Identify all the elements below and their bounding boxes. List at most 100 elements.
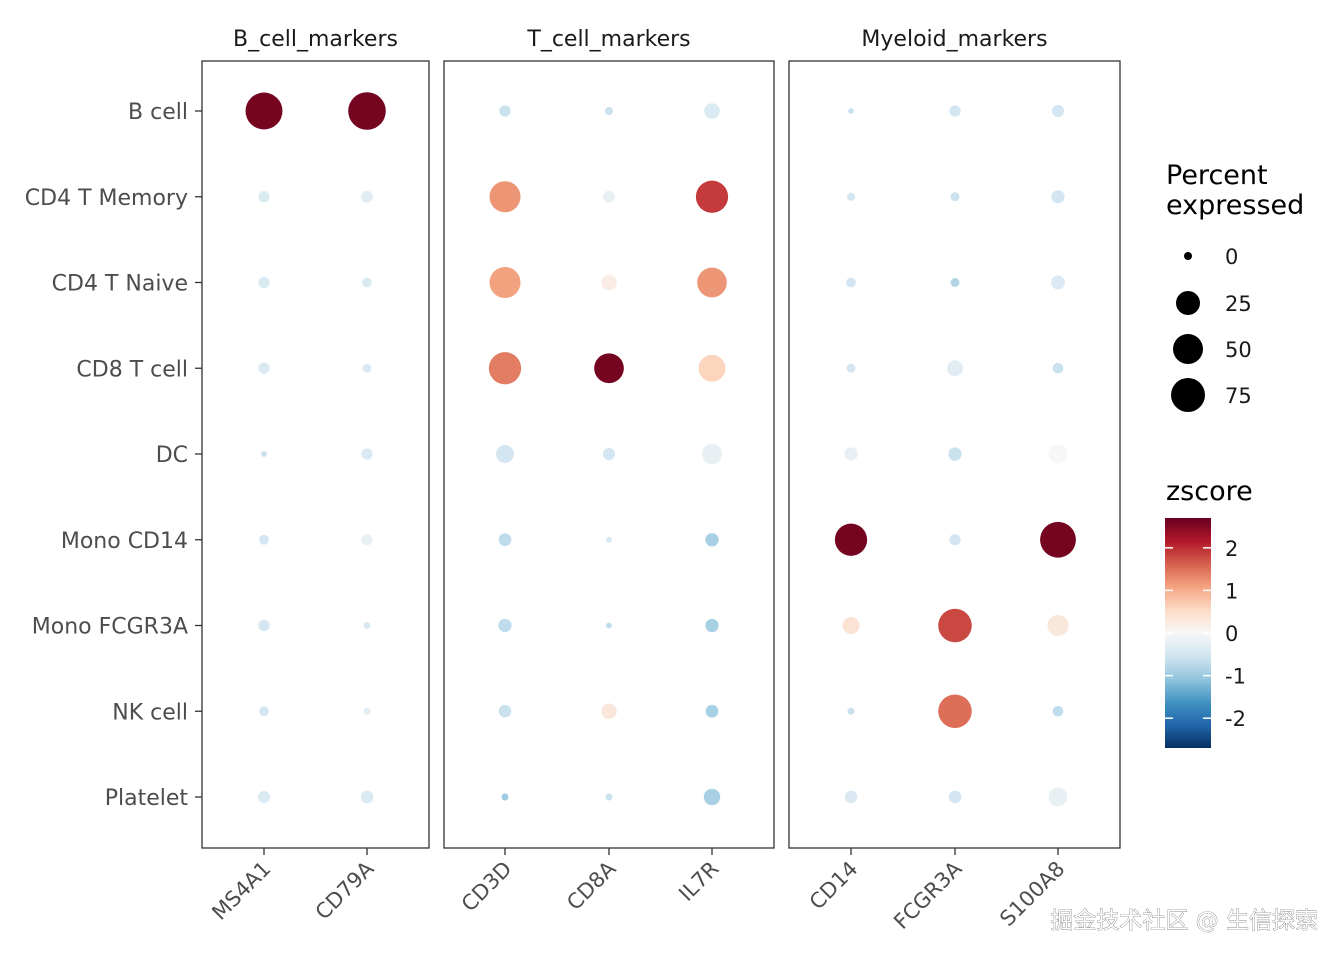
dot — [703, 788, 721, 806]
dot — [948, 790, 962, 804]
dot — [946, 360, 964, 377]
y-tick-label: Mono CD14 — [61, 529, 188, 554]
dot — [844, 790, 858, 804]
facet-title: Myeloid_markers — [861, 27, 1047, 52]
dot — [705, 618, 719, 633]
dot — [258, 276, 270, 289]
facet-panel — [201, 60, 430, 849]
dot — [499, 105, 511, 117]
x-tick-label: MS4A1 — [207, 857, 275, 925]
dot — [498, 618, 512, 633]
dot — [695, 180, 729, 213]
dot — [1052, 705, 1064, 717]
dot — [348, 92, 386, 130]
dot — [605, 793, 613, 801]
dot — [257, 790, 271, 804]
dot — [360, 790, 374, 804]
dot — [1052, 362, 1064, 374]
dot — [601, 703, 617, 720]
x-axis-genes: MS4A1 CD79A CD3D CD8A IL7R CD14 FCGR3A S100A8 — [207, 848, 1070, 934]
size-legend-key — [1176, 291, 1200, 315]
size-legend-label: 0 — [1225, 245, 1238, 269]
y-tick-label: CD4 T Naive — [52, 272, 188, 297]
dot — [846, 363, 856, 373]
x-tick-label: FCGR3A — [889, 856, 967, 934]
color-legend-label: -1 — [1225, 665, 1246, 689]
dot — [847, 707, 855, 715]
color-legend-label: 1 — [1225, 579, 1238, 603]
dot — [948, 447, 962, 461]
y-tick-label: CD8 T cell — [76, 357, 188, 382]
size-legend-label: 75 — [1225, 384, 1252, 408]
dot — [594, 353, 624, 384]
dot — [842, 617, 860, 634]
size-legend-key — [1184, 252, 1192, 260]
dot — [245, 92, 283, 130]
dot — [363, 622, 371, 629]
dot — [846, 192, 856, 201]
color-legend: zscore 2 1 0 -1 -2 — [1165, 476, 1253, 748]
facet-title: T_cell_markers — [526, 27, 690, 52]
size-legend-label: 50 — [1225, 338, 1252, 362]
dot — [834, 523, 868, 556]
dot — [602, 447, 616, 461]
x-tick-label: CD8A — [562, 856, 621, 915]
dot — [1051, 104, 1065, 118]
dot — [361, 534, 373, 546]
dot — [489, 181, 521, 213]
size-legend: Percent expressed 0 25 50 75 — [1166, 160, 1304, 412]
dot — [360, 190, 374, 203]
color-legend-label: -2 — [1225, 707, 1246, 731]
y-tick-label: DC — [156, 443, 188, 468]
dot — [362, 277, 372, 288]
size-legend-key — [1173, 334, 1203, 364]
dot — [606, 536, 612, 543]
dot — [1051, 190, 1065, 204]
dot — [949, 105, 961, 117]
dot — [261, 451, 267, 457]
dot — [498, 533, 512, 547]
facet-title: B_cell_markers — [233, 27, 398, 52]
dot — [704, 103, 720, 119]
dot — [259, 534, 269, 545]
dot — [701, 443, 723, 465]
size-legend-title-line2: expressed — [1166, 190, 1304, 221]
color-legend-title: zscore — [1166, 476, 1253, 507]
color-legend-label: 0 — [1225, 622, 1238, 646]
dot — [1040, 521, 1076, 558]
x-tick-label: CD3D — [457, 857, 517, 917]
facet-panels: B_cell_markers T_cell_markers Myeloid_mark… — [201, 27, 1121, 849]
y-axis-cell-types: B cell CD4 T Memory CD4 T Naive CD8 T cell D… — [25, 100, 202, 811]
data-points — [245, 92, 1076, 807]
dot — [950, 278, 960, 287]
x-tick-label: IL7R — [674, 857, 723, 906]
dot — [601, 274, 617, 291]
dot — [362, 363, 372, 373]
dot — [258, 362, 270, 374]
y-tick-label: Platelet — [105, 786, 189, 811]
dot — [938, 694, 972, 729]
dot — [258, 619, 270, 632]
size-legend-label: 25 — [1225, 292, 1252, 316]
dot — [258, 191, 270, 203]
dot — [705, 704, 719, 718]
dot — [697, 267, 727, 298]
dot — [361, 448, 373, 460]
dot — [949, 534, 961, 546]
dot — [489, 266, 521, 299]
dot — [950, 192, 960, 202]
size-legend-title-line1: Percent — [1166, 160, 1268, 191]
dot — [698, 354, 726, 382]
x-tick-label: CD79A — [311, 856, 379, 924]
dot — [846, 277, 856, 288]
dot — [938, 608, 972, 643]
y-tick-label: B cell — [128, 100, 188, 125]
dot — [844, 447, 858, 461]
dot — [496, 445, 514, 463]
dot — [705, 533, 719, 547]
y-tick-label: CD4 T Memory — [25, 186, 188, 211]
dot — [1048, 787, 1068, 807]
dot — [501, 793, 509, 801]
dot — [1051, 275, 1065, 290]
